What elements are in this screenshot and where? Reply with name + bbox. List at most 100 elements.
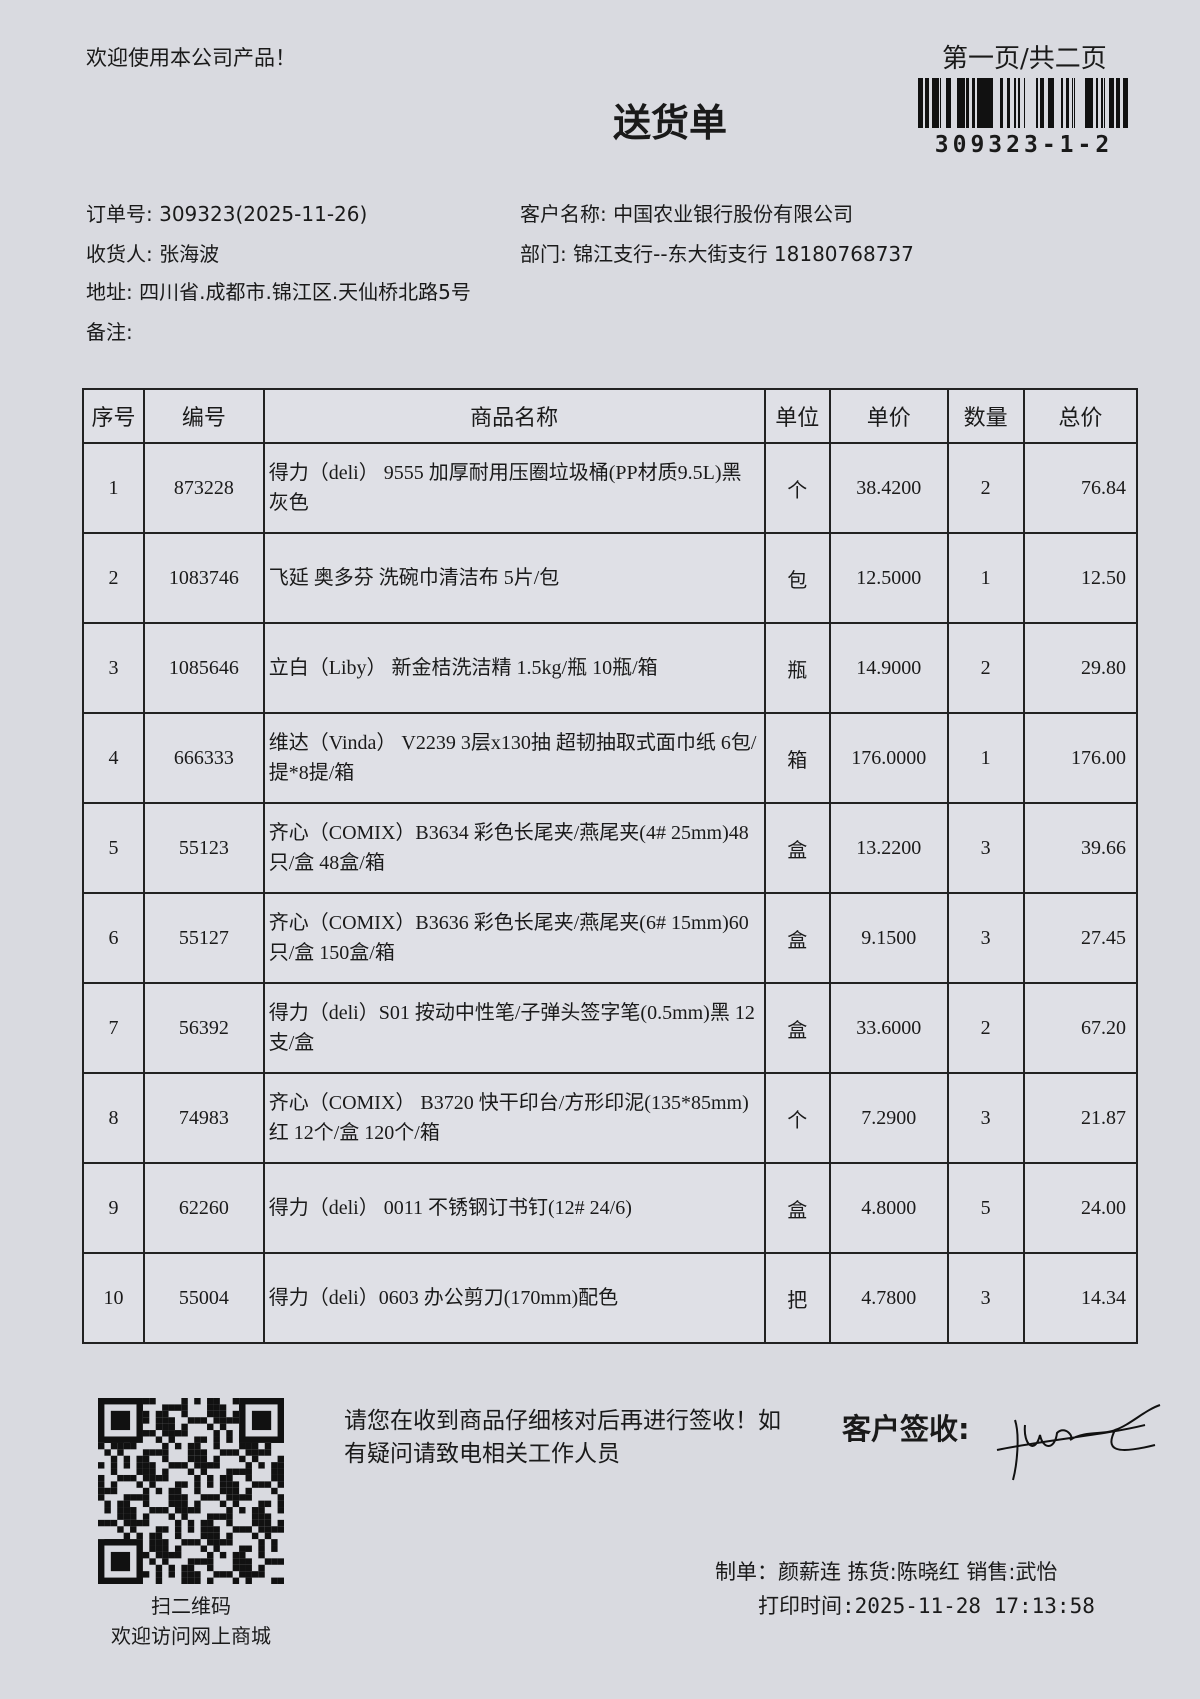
qr-module (155, 1539, 163, 1546)
barcode-bar (1102, 78, 1103, 128)
barcode-bar (1074, 78, 1075, 128)
qr-module (251, 1507, 259, 1514)
qr-module (149, 1545, 156, 1552)
barcode-bar (1051, 78, 1054, 128)
qr-module (277, 1500, 284, 1508)
customer-label: 客户名称: (520, 202, 607, 226)
qr-module (264, 1481, 272, 1488)
qr-module (207, 1539, 214, 1546)
cell-no: 7 (82, 982, 145, 1074)
barcode-bar (959, 78, 962, 128)
qr-module (207, 1558, 214, 1565)
cell-qty: 2 (946, 622, 1025, 714)
qr-module (110, 1487, 118, 1495)
qr-module (187, 1468, 195, 1475)
qr-module (130, 1507, 137, 1514)
qr-module (271, 1539, 278, 1546)
table-row: 1 873228 得力（deli） 9555 加厚耐用压圈垃圾桶(PP材质9.5L)… (82, 442, 1139, 534)
qr-module (213, 1442, 220, 1450)
qr-module (174, 1481, 182, 1488)
qr-module (168, 1404, 175, 1411)
qr-module (104, 1487, 111, 1495)
qr-module (155, 1474, 163, 1482)
qr-module (232, 1487, 240, 1495)
cell-price: 4.7800 (828, 1252, 949, 1344)
qr-module (258, 1519, 265, 1527)
qr-module (271, 1558, 278, 1565)
qr-module (245, 1494, 252, 1501)
qr-module (213, 1526, 220, 1533)
qr-module (219, 1551, 227, 1559)
qr-module (219, 1481, 227, 1488)
qr-module (123, 1462, 131, 1469)
qr-module (162, 1404, 169, 1411)
qr-module (174, 1487, 182, 1495)
qr-module (194, 1481, 201, 1488)
qr-module (123, 1519, 131, 1527)
qr-module (187, 1526, 195, 1533)
table-row: 8 74983 齐心（COMIX） B3720 快干印台/方形印泥(135*85mm… (82, 1072, 1139, 1164)
barcode-bar (1090, 78, 1093, 128)
qr-module (181, 1500, 188, 1508)
qr-module (258, 1513, 265, 1520)
qr-module (194, 1474, 201, 1482)
cell-price: 38.4200 (828, 442, 949, 534)
barcode-bar (1088, 78, 1090, 128)
qr-module (194, 1462, 201, 1469)
qr-module (168, 1564, 175, 1572)
qr-module (207, 1513, 214, 1520)
signature-image (996, 1404, 1161, 1481)
barcode-bar (1061, 78, 1063, 128)
qr-module (207, 1577, 214, 1584)
qr-module (207, 1410, 214, 1418)
cell-price: 33.6000 (828, 982, 949, 1074)
barcode-bar (949, 78, 951, 128)
qr-module (264, 1449, 272, 1456)
qr-module (219, 1404, 227, 1411)
qr-module (219, 1500, 227, 1508)
qr-module (98, 1494, 105, 1501)
barcode-bar (932, 78, 934, 128)
qr-module (213, 1571, 220, 1578)
qr-module (271, 1487, 278, 1495)
cell-qty: 2 (946, 982, 1025, 1074)
qr-module (168, 1430, 175, 1437)
qr-module (251, 1481, 259, 1488)
qr-module (181, 1507, 188, 1514)
barcode-bar (966, 78, 969, 128)
qr-module (200, 1558, 208, 1565)
qr-module (155, 1526, 163, 1533)
qr-module (264, 1558, 272, 1565)
barcode-bar (1113, 78, 1114, 128)
qr-module (277, 1481, 284, 1488)
qr-module (98, 1481, 105, 1488)
qr-module (213, 1539, 220, 1546)
cell-name: 得力（deli）0603 办公剪刀(170mm)配色 (262, 1252, 766, 1344)
qr-module (207, 1474, 214, 1482)
table-row: 7 56392 得力（deli）S01 按动中性笔/子弹头签字笔(0.5mm)黑 1… (82, 982, 1139, 1074)
qr-module (187, 1539, 195, 1546)
cell-unit: 把 (763, 1252, 831, 1344)
qr-module (162, 1474, 169, 1482)
qr-module (142, 1462, 150, 1469)
qr-module (207, 1398, 214, 1405)
qr-module (277, 1507, 284, 1514)
qr-module (187, 1449, 195, 1456)
qr-module (149, 1532, 156, 1540)
address-value: 四川省.成都市.锦江区.天仙桥北路5号 (139, 280, 471, 304)
qr-module (232, 1551, 240, 1559)
qr-module (117, 1507, 124, 1514)
qr-module (213, 1455, 220, 1463)
qr-module (142, 1519, 150, 1527)
qr-module (174, 1545, 182, 1552)
qr-module (168, 1487, 175, 1495)
barcode-bar (1085, 78, 1087, 128)
qr-module (271, 1577, 278, 1584)
qr-module (187, 1577, 195, 1584)
cell-code: 666333 (142, 712, 265, 804)
order-number-value: 309323(2025-11-26) (159, 202, 368, 226)
cell-code: 74983 (142, 1072, 265, 1164)
barcode-bar (982, 78, 985, 128)
qr-module (258, 1539, 265, 1546)
qr-module (232, 1417, 240, 1424)
